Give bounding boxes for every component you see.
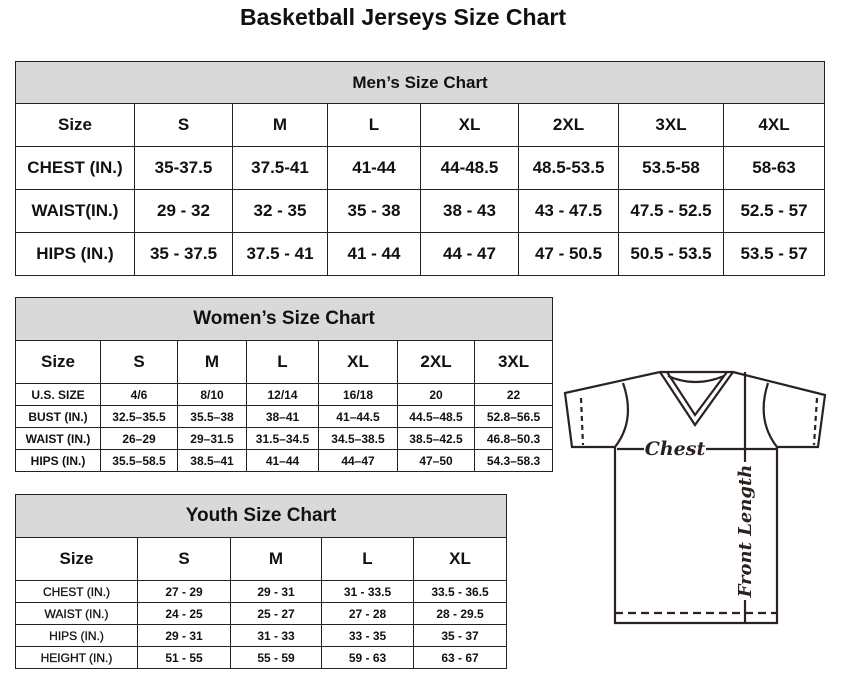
size-header-cell: L (246, 340, 319, 384)
row-label-cell: WAIST(IN.) (15, 189, 135, 233)
table-row: HEIGHT (IN.) 51 - 55 55 - 59 59 - 63 63 - 67 (15, 646, 508, 669)
men-chart-title: Men’s Size Chart (14, 61, 826, 104)
size-header-cell: XL (420, 103, 519, 147)
youth-size-table: Youth Size Chart Size S M L XL CHEST (IN.) 27 -… (14, 494, 508, 669)
value-cell: 31 - 33 (230, 624, 322, 647)
size-header-cell: Size (15, 340, 101, 384)
youth-chart-title: Youth Size Chart (14, 494, 508, 538)
value-cell: 47 - 50.5 (518, 232, 619, 276)
value-cell: 53.5-58 (618, 146, 724, 190)
value-cell: 37.5 - 41 (232, 232, 328, 276)
table-row: BUST (IN.) 32.5–35.5 35.5–38 38–41 41–44.5 44… (15, 405, 554, 428)
size-header-cell: S (137, 537, 231, 581)
value-cell: 48.5-53.5 (518, 146, 619, 190)
value-cell: 28 - 29.5 (412, 602, 508, 625)
table-row: CHEST (IN.) 35-37.5 37.5-41 41-44 44-48.5 48.… (15, 146, 826, 190)
value-cell: 41-44 (327, 146, 421, 190)
size-header-cell: XL (412, 537, 508, 581)
mens-size-table: Men’s Size Chart Size S M L XL 2XL 3XL 4XL CHEST … (14, 61, 826, 276)
value-cell: 31.5–34.5 (246, 427, 319, 450)
value-cell: 25 - 27 (230, 602, 322, 625)
left-sleeve-seam (614, 382, 629, 448)
value-cell: 52.8–56.5 (473, 405, 554, 428)
table-row: WAIST (IN.) 24 - 25 25 - 27 27 - 28 28 - 29.… (15, 602, 508, 625)
value-cell: 63 - 67 (412, 646, 508, 669)
value-cell: 58-63 (722, 146, 826, 190)
right-sleeve-seam (762, 382, 778, 448)
table-row: Size S M L XL (15, 537, 508, 581)
size-header-cell: 2XL (397, 340, 475, 384)
size-header-cell: L (327, 103, 421, 147)
row-label-cell: WAIST (IN.) (15, 602, 138, 625)
value-cell: 33 - 35 (321, 624, 414, 647)
value-cell: 32 - 35 (232, 189, 328, 233)
jersey-outline (563, 370, 827, 625)
value-cell: 59 - 63 (321, 646, 414, 669)
value-cell: 52.5 - 57 (722, 189, 826, 233)
value-cell: 38.5–42.5 (397, 427, 475, 450)
table-row: Size S M L XL 2XL 3XL 4XL (15, 103, 826, 147)
collar (659, 371, 734, 427)
page-title: Basketball Jerseys Size Chart (239, 4, 566, 30)
table-row: CHEST (IN.) 27 - 29 29 - 31 31 - 33.5 33.5 -… (15, 580, 508, 603)
value-cell: 38–41 (246, 405, 319, 428)
row-label-cell: HEIGHT (IN.) (15, 646, 138, 669)
value-cell: 41 - 44 (327, 232, 421, 276)
size-header-cell: L (321, 537, 414, 581)
value-cell: 46.8–50.3 (473, 427, 554, 450)
value-cell: 29–31.5 (177, 427, 247, 450)
value-cell: 34.5–38.5 (318, 427, 398, 450)
value-cell: 55 - 59 (230, 646, 322, 669)
value-cell: 54.3–58.3 (473, 449, 554, 472)
value-cell: 44.5–48.5 (397, 405, 475, 428)
value-cell: 26–29 (100, 427, 178, 450)
value-cell: 35.5–38 (177, 405, 247, 428)
size-header-cell: Size (15, 537, 138, 581)
value-cell: 27 - 29 (137, 580, 231, 603)
size-header-cell: 3XL (618, 103, 724, 147)
table-row: Size S M L XL 2XL 3XL (15, 340, 554, 384)
value-cell: 53.5 - 57 (722, 232, 826, 276)
sleeve-hem-dashes (579, 397, 819, 446)
table-row: U.S. SIZE 4/6 8/10 12/14 16/18 20 22 (15, 383, 554, 406)
value-cell: 47–50 (397, 449, 475, 472)
size-header-cell: S (134, 103, 233, 147)
value-cell: 43 - 47.5 (518, 189, 619, 233)
value-cell: 35 - 37.5 (134, 232, 233, 276)
chest-label: Chest (645, 438, 706, 460)
size-header-cell: M (230, 537, 322, 581)
row-label-cell: CHEST (IN.) (15, 146, 135, 190)
value-cell: 38.5–41 (177, 449, 247, 472)
value-cell: 41–44 (246, 449, 319, 472)
value-cell: 29 - 31 (137, 624, 231, 647)
table-row: WAIST(IN.) 29 - 32 32 - 35 35 - 38 38 - 43 43… (15, 189, 826, 233)
size-header-cell: 2XL (518, 103, 619, 147)
value-cell: 51 - 55 (137, 646, 231, 669)
table-row: WAIST (IN.) 26–29 29–31.5 31.5–34.5 34.5–38.… (15, 427, 554, 450)
value-cell: 38 - 43 (420, 189, 519, 233)
table-row: HIPS (IN.) 35 - 37.5 37.5 - 41 41 - 44 44 - … (15, 232, 826, 276)
value-cell: 24 - 25 (137, 602, 231, 625)
size-header-cell: M (232, 103, 328, 147)
row-label-cell: HIPS (IN.) (15, 449, 101, 472)
table-row: HIPS (IN.) 35.5–58.5 38.5–41 41–44 44–47 47–5… (15, 449, 554, 472)
front-length-label: Front Length (735, 465, 756, 599)
row-label-cell: BUST (IN.) (15, 405, 101, 428)
row-label-cell: HIPS (IN.) (15, 232, 135, 276)
value-cell: 35 - 38 (327, 189, 421, 233)
value-cell: 33.5 - 36.5 (412, 580, 508, 603)
value-cell: 44-48.5 (420, 146, 519, 190)
womens-size-table: Women’s Size Chart Size S M L XL 2XL 3XL U.S. SI… (14, 297, 554, 472)
